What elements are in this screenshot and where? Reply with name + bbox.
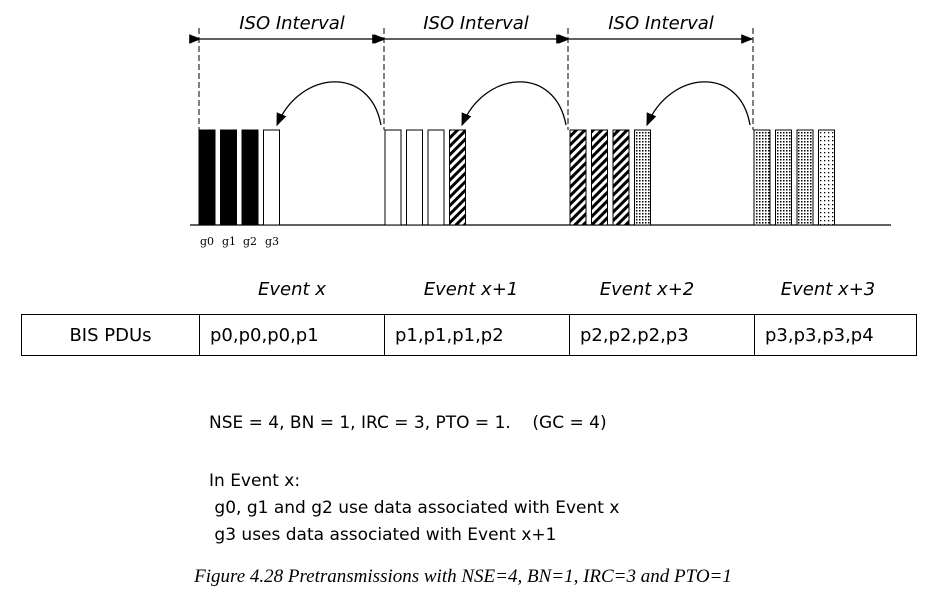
notes-block: In Event x: g0, g1 and g2 use data assoc… bbox=[209, 468, 619, 549]
subevent-bar-e0-g1 bbox=[220, 129, 237, 226]
notes-line-1: g3 uses data associated with Event x+1 bbox=[209, 525, 557, 545]
bis-pdu-table: BIS PDUs p0,p0,p0,p1 p1,p1,p1,p2 p2,p2,p… bbox=[21, 314, 917, 356]
subevent-label-g2: g2 bbox=[243, 235, 257, 248]
subevent-bar-e2-g3 bbox=[634, 129, 651, 226]
curve-arrow-0 bbox=[276, 81, 382, 127]
subevent-bar-e3-g1 bbox=[775, 129, 792, 226]
pretransmission-arrows bbox=[276, 81, 751, 127]
subevent-bar-e0-g0 bbox=[198, 129, 216, 226]
event-label-0: Event x bbox=[258, 279, 326, 300]
interval-boundaries bbox=[198, 28, 754, 130]
table-header-cell: BIS PDUs bbox=[22, 315, 200, 355]
pdu-cell-event-x: p0,p0,p0,p1 bbox=[200, 315, 385, 355]
subevent-bar-e0-g3 bbox=[263, 129, 280, 226]
figure-caption: Figure 4.28 Pretransmissions with NSE=4,… bbox=[194, 566, 732, 587]
event-label-1: Event x+1 bbox=[424, 279, 518, 300]
interval-label-0: ISO Interval bbox=[239, 13, 345, 34]
subevent-bar-e3-g3 bbox=[818, 129, 835, 226]
pdu-cell-event-x2: p2,p2,p2,p3 bbox=[570, 315, 755, 355]
event-label-3: Event x+3 bbox=[781, 279, 875, 300]
interval-label-1: ISO Interval bbox=[423, 13, 529, 34]
subevent-bar-e0-g2 bbox=[241, 129, 259, 226]
interval-label-2: ISO Interval bbox=[608, 13, 714, 34]
curve-arrow-2 bbox=[646, 81, 751, 127]
pdu-cell-event-x1: p1,p1,p1,p2 bbox=[385, 315, 570, 355]
subevent-bar-e2-g1 bbox=[591, 129, 608, 226]
subevent-bar-e2-g2 bbox=[612, 129, 630, 226]
subevent-bar-e3-g2 bbox=[796, 129, 814, 226]
subevent-bar-e1-g3 bbox=[449, 129, 466, 226]
subevent-label-g1: g1 bbox=[222, 235, 236, 248]
subevent-bars bbox=[198, 129, 835, 226]
notes-line-0: g0, g1 and g2 use data associated with E… bbox=[209, 498, 620, 518]
event-label-2: Event x+2 bbox=[600, 279, 694, 300]
subevent-bar-e3-g0 bbox=[753, 129, 771, 226]
subevent-label-g3: g3 bbox=[265, 235, 279, 248]
subevent-bar-e1-g2 bbox=[427, 129, 445, 226]
subevent-label-g0: g0 bbox=[200, 235, 214, 248]
notes-title: In Event x: bbox=[209, 471, 301, 491]
timing-diagram: ISO Interval ISO Interval ISO Interval g… bbox=[189, 13, 891, 300]
curve-arrow-1 bbox=[461, 81, 567, 127]
subevent-bar-e2-g0 bbox=[569, 129, 587, 226]
pdu-cell-event-x3: p3,p3,p3,p4 bbox=[765, 324, 874, 346]
subevent-bar-e1-g0 bbox=[384, 129, 402, 226]
parameters-text: NSE = 4, BN = 1, IRC = 3, PTO = 1. (GC =… bbox=[209, 413, 607, 433]
subevent-bar-e1-g1 bbox=[406, 129, 423, 226]
